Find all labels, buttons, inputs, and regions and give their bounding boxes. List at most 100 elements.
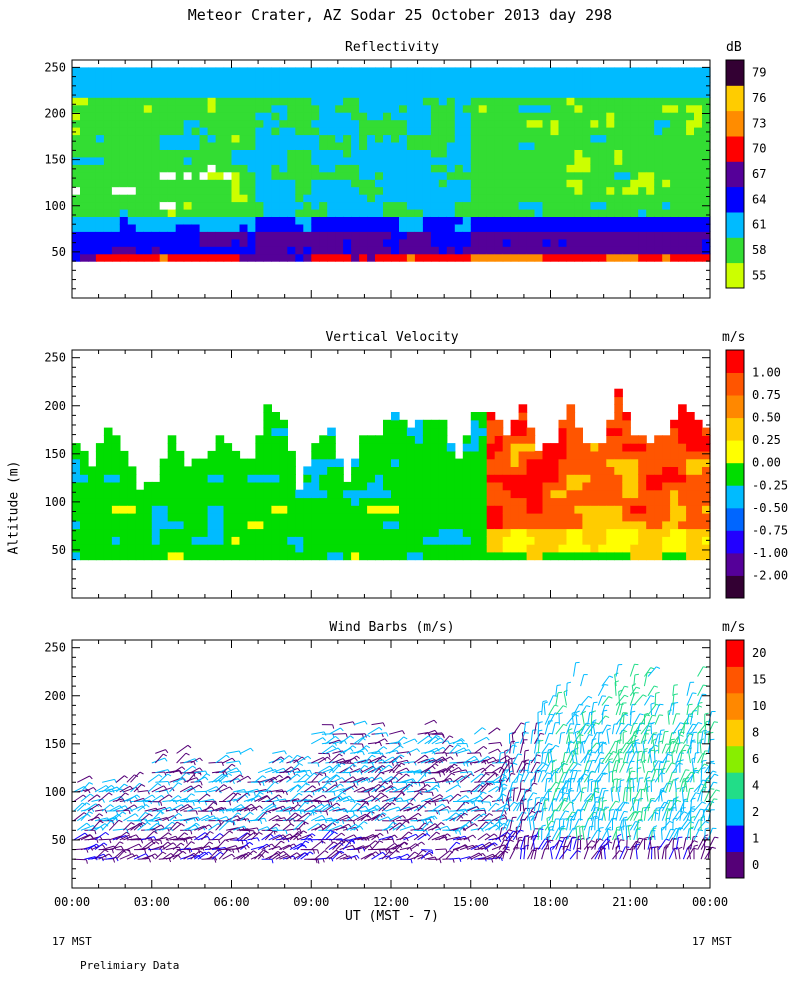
velocity-cell bbox=[686, 427, 695, 436]
reflectivity-cell bbox=[319, 112, 328, 121]
reflectivity-cell bbox=[558, 238, 568, 247]
reflectivity-cell bbox=[303, 223, 312, 232]
wind-barb bbox=[318, 756, 328, 764]
reflectivity-cell bbox=[454, 127, 464, 136]
reflectivity-cell bbox=[279, 164, 288, 173]
reflectivity-cell bbox=[223, 201, 233, 210]
reflectivity-cell bbox=[494, 67, 504, 76]
reflectivity-cell bbox=[143, 164, 153, 173]
wind-barb-flag bbox=[395, 776, 399, 781]
wind-barb-flag bbox=[341, 777, 346, 781]
wind-barb bbox=[257, 795, 268, 802]
velocity-cell bbox=[103, 450, 113, 460]
reflectivity-cell bbox=[542, 119, 552, 128]
reflectivity-cell bbox=[406, 97, 416, 106]
reflectivity-cell bbox=[95, 82, 105, 91]
velocity-cell bbox=[80, 450, 89, 460]
reflectivity-cell bbox=[207, 216, 217, 225]
wind-barb-flag bbox=[334, 820, 339, 824]
reflectivity-cell bbox=[478, 89, 488, 98]
reflectivity-cell bbox=[255, 231, 264, 240]
reflectivity-cell bbox=[638, 127, 647, 136]
reflectivity-cell bbox=[518, 201, 528, 210]
wind-barb bbox=[123, 804, 135, 812]
wind-barb-flag bbox=[147, 790, 150, 795]
wind-barb bbox=[154, 753, 164, 764]
velocity-cell bbox=[414, 419, 424, 429]
reflectivity-cell bbox=[391, 194, 400, 203]
velocity-cell bbox=[662, 551, 671, 561]
wind-barb bbox=[360, 834, 374, 841]
reflectivity-cell bbox=[478, 201, 488, 210]
velocity-cell bbox=[263, 489, 272, 499]
velocity-cell bbox=[367, 528, 376, 537]
reflectivity-cell bbox=[80, 141, 89, 150]
reflectivity-cell bbox=[622, 253, 631, 262]
wind-barb bbox=[286, 798, 299, 802]
reflectivity-cell bbox=[343, 164, 352, 173]
reflectivity-cell bbox=[207, 223, 217, 232]
wind-barb bbox=[176, 752, 187, 764]
velocity-cell bbox=[311, 466, 320, 475]
reflectivity-cell bbox=[207, 74, 217, 83]
reflectivity-cell bbox=[606, 82, 615, 91]
reflectivity-cell bbox=[271, 156, 280, 165]
wind-barb bbox=[410, 841, 422, 851]
wind-barb-flag bbox=[89, 782, 94, 785]
velocity-cell bbox=[406, 489, 416, 499]
velocity-cell bbox=[159, 520, 169, 530]
reflectivity-cell bbox=[630, 164, 639, 173]
reflectivity-cell bbox=[167, 127, 177, 136]
velocity-cell bbox=[271, 489, 280, 499]
velocity-cell bbox=[606, 489, 615, 499]
velocity-cell bbox=[502, 520, 512, 530]
reflectivity-cell bbox=[311, 67, 320, 76]
reflectivity-cell bbox=[622, 141, 631, 150]
reflectivity-cell bbox=[678, 208, 687, 217]
reflectivity-cell bbox=[95, 186, 105, 195]
velocity-cell bbox=[678, 458, 687, 467]
reflectivity-cell bbox=[335, 82, 344, 91]
wind-barb-flag bbox=[381, 733, 384, 738]
velocity-cell bbox=[215, 520, 225, 530]
reflectivity-cell bbox=[614, 246, 623, 255]
reflectivity-cell bbox=[359, 97, 368, 106]
velocity-cell bbox=[375, 474, 384, 483]
reflectivity-cell bbox=[247, 164, 257, 173]
reflectivity-cell bbox=[542, 171, 552, 180]
wind-barb bbox=[211, 773, 224, 783]
velocity-cell bbox=[263, 412, 272, 421]
velocity-cell bbox=[558, 419, 568, 429]
reflectivity-cell bbox=[151, 67, 161, 76]
reflectivity-cell bbox=[526, 171, 536, 180]
reflectivity-cell bbox=[263, 141, 272, 150]
velocity-cell bbox=[462, 497, 472, 506]
reflectivity-cell bbox=[686, 89, 695, 98]
wind-barb bbox=[420, 797, 431, 802]
wind-barb-flag bbox=[390, 780, 394, 785]
wind-barb bbox=[311, 756, 324, 764]
wind-barb-flag bbox=[364, 748, 369, 752]
wind-barb-flag bbox=[356, 854, 360, 859]
velocity-cell bbox=[438, 458, 448, 467]
wind-barb bbox=[187, 806, 200, 812]
reflectivity-cell bbox=[263, 194, 272, 203]
reflectivity-cell bbox=[351, 238, 360, 247]
velocity-cell bbox=[614, 497, 623, 506]
reflectivity-cell bbox=[247, 112, 257, 121]
velocity-cell bbox=[279, 497, 288, 506]
reflectivity-cell bbox=[207, 119, 217, 128]
reflectivity-cell bbox=[654, 194, 663, 203]
wind-barb bbox=[374, 794, 386, 802]
reflectivity-cell bbox=[406, 156, 416, 165]
reflectivity-cell bbox=[430, 186, 440, 195]
reflectivity-cell bbox=[422, 156, 432, 165]
reflectivity-cell bbox=[486, 216, 496, 225]
reflectivity-cell bbox=[319, 127, 328, 136]
wind-barb bbox=[151, 811, 161, 822]
reflectivity-cell bbox=[478, 253, 488, 262]
reflectivity-cell bbox=[375, 231, 384, 240]
reflectivity-cell bbox=[598, 97, 607, 106]
reflectivity-cell bbox=[558, 97, 568, 106]
reflectivity-cell bbox=[367, 141, 376, 150]
